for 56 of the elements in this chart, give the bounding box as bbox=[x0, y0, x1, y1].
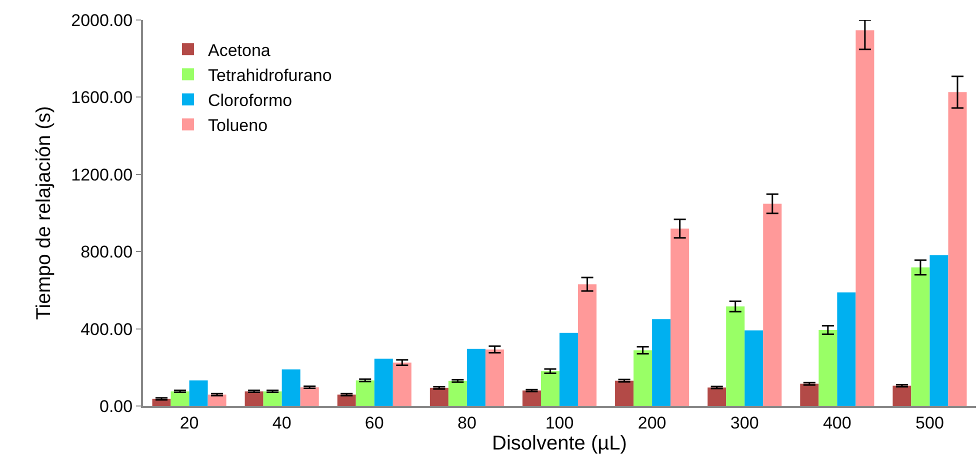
bar bbox=[818, 330, 838, 406]
bar bbox=[263, 391, 282, 406]
bar bbox=[578, 284, 597, 406]
bar bbox=[560, 332, 578, 406]
bar bbox=[615, 380, 634, 406]
x-tick-label: 100 bbox=[545, 413, 574, 432]
y-tick-label: 0.00 bbox=[100, 396, 133, 416]
bar bbox=[744, 330, 764, 406]
bar bbox=[282, 369, 300, 406]
bar bbox=[892, 386, 912, 406]
bar bbox=[356, 380, 374, 406]
bar bbox=[726, 306, 745, 406]
bar bbox=[837, 292, 856, 406]
bar bbox=[466, 348, 486, 406]
bar bbox=[189, 380, 208, 406]
bar bbox=[930, 255, 948, 406]
bar bbox=[763, 204, 782, 406]
y-tick-label: 400.00 bbox=[80, 320, 133, 339]
bar bbox=[948, 92, 967, 406]
bar bbox=[800, 384, 819, 406]
x-tick-label: 40 bbox=[272, 413, 292, 432]
bar bbox=[634, 350, 652, 406]
y-tick-label: 2000.00 bbox=[71, 10, 133, 30]
bar bbox=[392, 362, 412, 406]
y-tick-label: 1200.00 bbox=[71, 165, 133, 184]
bar bbox=[244, 391, 264, 406]
bar bbox=[208, 394, 226, 406]
bar bbox=[374, 358, 393, 406]
legend-label: Acetona bbox=[208, 40, 271, 60]
bar bbox=[540, 371, 560, 406]
bar bbox=[430, 388, 448, 406]
y-axis-title: Tiempo de relajación (s) bbox=[33, 106, 56, 320]
x-tick-label: 80 bbox=[457, 413, 476, 432]
bar bbox=[856, 30, 874, 406]
x-tick-label: 60 bbox=[364, 413, 384, 432]
bar bbox=[337, 394, 356, 406]
bar bbox=[911, 267, 930, 406]
y-tick-label: 800.00 bbox=[80, 242, 133, 262]
bar bbox=[670, 228, 690, 406]
x-tick-label: 500 bbox=[916, 413, 944, 432]
bar bbox=[448, 380, 467, 406]
bar bbox=[652, 319, 671, 406]
bar bbox=[708, 387, 726, 406]
bar bbox=[522, 390, 541, 406]
legend-label: Cloroformo bbox=[208, 90, 292, 110]
bar bbox=[300, 387, 319, 406]
x-tick-label: 300 bbox=[730, 413, 759, 432]
x-tick-label: 200 bbox=[638, 413, 666, 432]
bar bbox=[170, 391, 190, 406]
x-tick-label: 400 bbox=[822, 413, 852, 432]
legend-label: Tolueno bbox=[208, 116, 268, 136]
bar bbox=[485, 349, 504, 406]
x-tick-label: 20 bbox=[180, 413, 199, 432]
y-tick-label: 1600.00 bbox=[71, 88, 133, 108]
x-axis-title: Disolvente (µL) bbox=[492, 432, 627, 454]
legend-label: Tetrahidrofurano bbox=[208, 66, 332, 85]
